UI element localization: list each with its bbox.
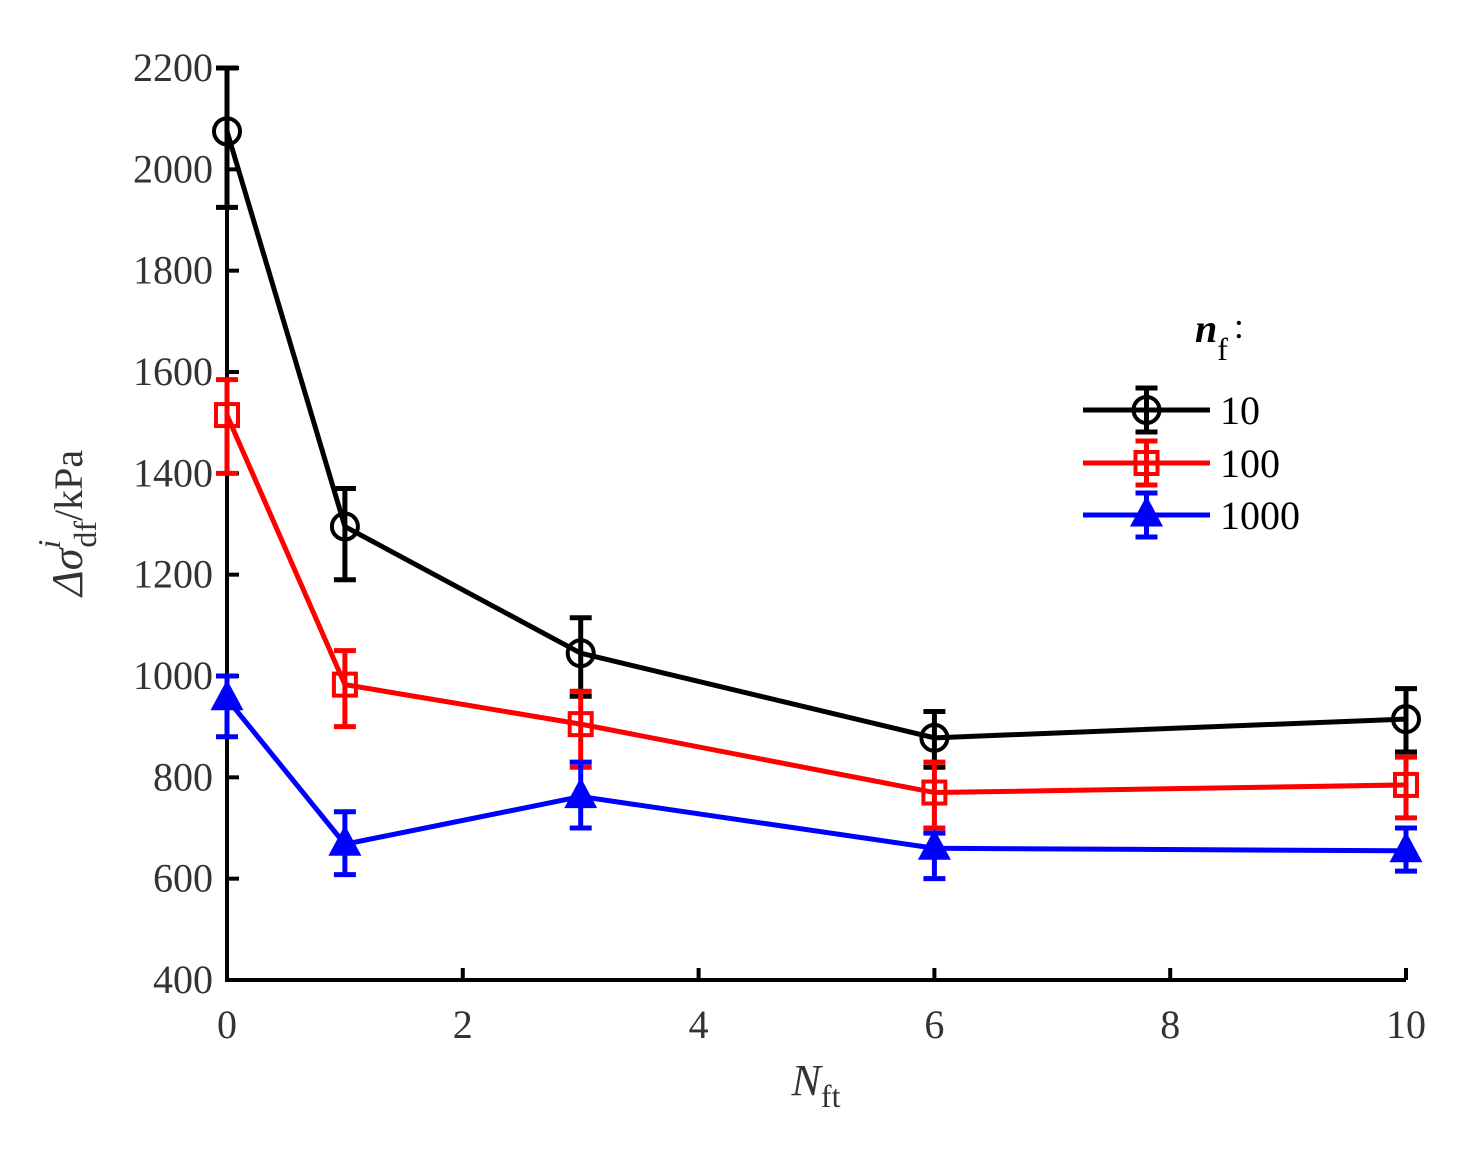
x-tick-label: 0: [217, 1002, 237, 1047]
x-tick-label: 4: [689, 1002, 709, 1047]
x-tick-label: 10: [1386, 1002, 1426, 1047]
data-point-triangle: [564, 777, 598, 809]
data-point-circle: [329, 511, 360, 542]
legend-label: 1000: [1220, 493, 1300, 538]
y-tick-label: 1200: [133, 552, 213, 597]
data-point-circle: [1131, 395, 1162, 425]
y-tick-label: 1600: [133, 349, 213, 394]
y-tick-label: 400: [153, 957, 213, 1002]
legend-label: 10: [1220, 388, 1260, 433]
y-tick-label: 1800: [133, 248, 213, 293]
y-tick-label: 2200: [133, 45, 213, 90]
series-group: [210, 65, 1423, 882]
data-point-square: [331, 671, 358, 698]
y-axis-label-sub: df: [67, 521, 103, 548]
legend-title-suffix: :: [1234, 306, 1244, 346]
x-axis-label-main: N: [791, 1056, 824, 1105]
y-axis-label-sup: i: [31, 540, 67, 549]
data-point-triangle: [1389, 831, 1423, 863]
data-point-circle: [212, 116, 242, 147]
legend-item: 10: [1083, 385, 1260, 435]
legend-items: 10 100 1000: [1083, 385, 1300, 540]
y-tick-label: 1000: [133, 653, 213, 698]
legend-title-sub: f: [1217, 331, 1228, 367]
data-point-circle: [919, 722, 950, 753]
y-tick-label: 800: [153, 754, 213, 799]
x-axis-label: Nft: [791, 1056, 841, 1114]
data-point-square: [1393, 771, 1419, 798]
data-point-square: [1133, 450, 1160, 476]
y-tick-label: 1400: [133, 450, 213, 495]
legend: nf: 10 100 1000: [1083, 306, 1300, 540]
data-point-square: [567, 711, 594, 738]
y-tick-label: 600: [153, 856, 213, 901]
legend-item: 1000: [1083, 490, 1300, 540]
data-point-circle: [1391, 704, 1421, 735]
y-tick-label: 2000: [133, 146, 213, 191]
data-point-triangle: [1129, 495, 1164, 527]
data-point-square: [921, 779, 948, 806]
data-point-triangle: [210, 679, 244, 711]
x-tick-label: 2: [453, 1002, 473, 1047]
data-point-triangle: [328, 825, 362, 856]
x-axis-label-sub: ft: [821, 1078, 841, 1114]
y-axis-label-unit: /kPa: [46, 450, 91, 521]
data-point-triangle: [917, 829, 951, 860]
legend-title: nf:: [1195, 306, 1244, 367]
series-10: [212, 65, 1421, 770]
series-line: [224, 130, 1407, 741]
x-tick-label: 6: [924, 1002, 944, 1047]
series-line: [225, 697, 1407, 854]
series-1000: [210, 673, 1423, 882]
x-tick-label: 8: [1160, 1002, 1180, 1047]
legend-title-main: n: [1195, 306, 1217, 351]
legend-label: 100: [1220, 441, 1280, 486]
data-point-circle: [565, 638, 596, 669]
series-100: [214, 377, 1419, 831]
data-point-square: [214, 402, 240, 429]
legend-item: 100: [1083, 438, 1280, 488]
y-axis-label: Δσidf/kPa: [31, 450, 103, 598]
y-axis-label-main: Δσ: [43, 546, 92, 598]
axes: 400 600 800 1000 1200 1400 1600 1800 2000 2200 0 2 4…: [133, 45, 1426, 1047]
